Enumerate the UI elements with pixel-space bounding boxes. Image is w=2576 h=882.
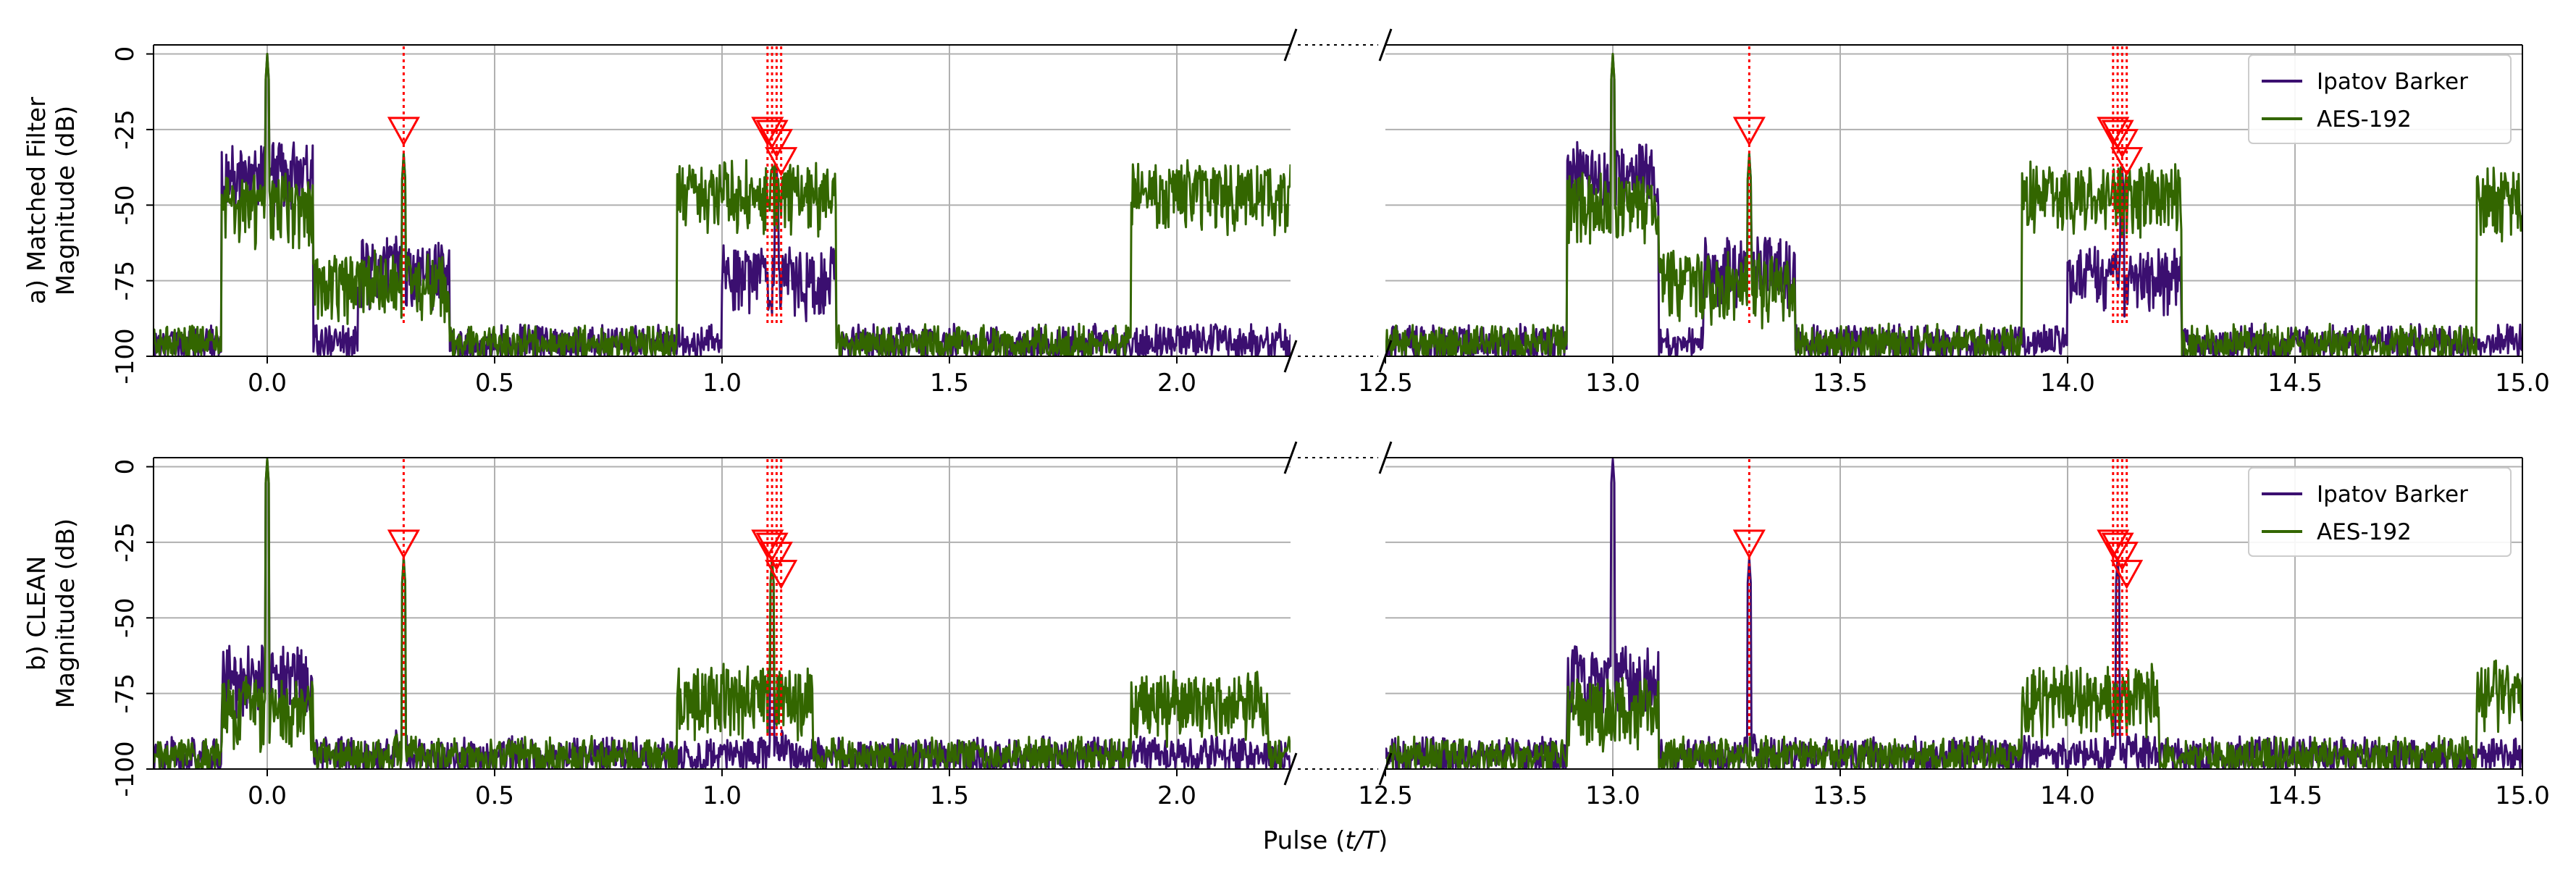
marker-triangle [387,117,420,146]
y-tick-label: -75 [111,261,140,301]
marker-triangle [760,542,793,571]
x-tick-label: 14.0 [2040,781,2095,810]
axis-break-slash [1378,340,1393,373]
axis-break [1283,441,1393,786]
marker-triangle [2110,147,2144,177]
axis-break-slash [1283,28,1298,62]
series-line-aes-192 [1385,659,2522,769]
axis-break-slash [1378,752,1393,786]
marker-triangle [765,147,798,177]
x-tick-label: 15.0 [2495,781,2550,810]
x-tick-label: 12.5 [1358,369,1413,398]
legend: Ipatov Barker AES-192 [2248,467,2512,557]
x-tick-label: 14.0 [2040,369,2095,398]
marker-group [387,46,798,327]
marker-triangle [760,129,793,159]
y-tick-label: -25 [111,522,140,563]
x-tick-label: 1.5 [930,369,969,398]
axis-segment-left: 0.0 0.5 1.0 1.5 2.0 [153,44,1291,398]
axis-break-slash [1283,752,1298,786]
marker-triangle [1732,117,1766,146]
x-tick-label: 1.0 [702,369,742,398]
x-tick-label: 14.5 [2267,781,2323,810]
axis-break-slash [1283,441,1298,474]
x-tick-label: 1.5 [930,781,969,810]
legend-label: AES-192 [2317,519,2412,545]
y-tick-label: -50 [111,185,140,225]
y-tick-label: -50 [111,597,140,638]
x-tick-label: 12.5 [1358,781,1413,810]
marker-triangle [1732,529,1766,559]
legend-label: Ipatov Barker [2317,69,2468,95]
series-lines [154,53,1291,356]
x-tick-label: 0.5 [475,781,514,810]
axis-break [1283,28,1393,373]
x-axis-label-suffix: ) [1378,826,1388,855]
y-axis-label-line2: Magnitude (dB) [51,518,80,708]
x-axis-label-prefix: Pulse ( [1263,826,1346,855]
x-tick-label: 13.5 [1813,369,1868,398]
marker-triangle [2105,542,2139,571]
legend: Ipatov Barker AES-192 [2248,54,2512,144]
y-tick-label: -100 [111,741,140,797]
legend-label: AES-192 [2317,106,2412,133]
series-line-ipatov-barker [154,53,1291,356]
x-tick-label: 1.0 [702,781,742,810]
axis-segment-left: 0.0 0.5 1.0 1.5 2.0 [153,457,1291,810]
series-line-aes-192 [154,458,1291,769]
series-line-aes-192 [1385,53,2522,356]
marker-triangle [2105,129,2139,159]
axis-break-slash [1378,441,1393,474]
axis-break-slash [1283,340,1298,373]
series-lines [1385,458,2522,769]
y-tick-label: 0 [111,459,140,475]
y-axis-label-line1: a) Matched Filter [22,97,51,304]
x-tick-label: 2.0 [1157,781,1196,810]
series-lines [154,458,1291,769]
panel-b-clean: b) CLEAN Magnitude (dB)0-25-50-75-100 0.0 0… [22,441,2550,810]
series-lines [1385,53,2522,356]
x-tick-label: 13.0 [1585,781,1640,810]
x-tick-label: 15.0 [2495,369,2550,398]
marker-triangle [765,560,798,589]
x-tick-label: 13.0 [1585,369,1640,398]
legend-label: Ipatov Barker [2317,482,2468,508]
x-tick-label: 0.0 [248,781,287,810]
marker-group [1732,459,2144,739]
x-tick-label: 0.0 [248,369,287,398]
series-line-aes-192 [154,53,1291,356]
y-tick-label: -75 [111,673,140,714]
y-tick-label: 0 [111,46,140,62]
y-tick-label: -25 [111,109,140,150]
marker-group [1732,46,2144,327]
legend-box [2248,467,2512,557]
legend-box [2248,54,2512,144]
marker-triangle [2110,560,2144,589]
x-tick-label: 0.5 [475,369,514,398]
x-tick-label: 2.0 [1157,369,1196,398]
axis-break-slash [1378,28,1393,62]
y-axis-label-line2: Magnitude (dB) [51,106,80,295]
x-axis-label-math: t/T [1345,826,1380,855]
marker-triangle [387,529,420,559]
series-line-ipatov-barker [1385,458,2522,769]
x-tick-label: 13.5 [1813,781,1868,810]
y-axis-label-line1: b) CLEAN [22,556,51,671]
x-axis-label: Pulse (t/T) [1263,826,1388,855]
panel-a-matched-filter: a) Matched Filter Magnitude (dB) 0 -25 -50 -7… [22,28,2550,398]
marker-group [387,459,798,739]
y-tick-label: -100 [111,328,140,384]
x-tick-label: 14.5 [2267,369,2323,398]
